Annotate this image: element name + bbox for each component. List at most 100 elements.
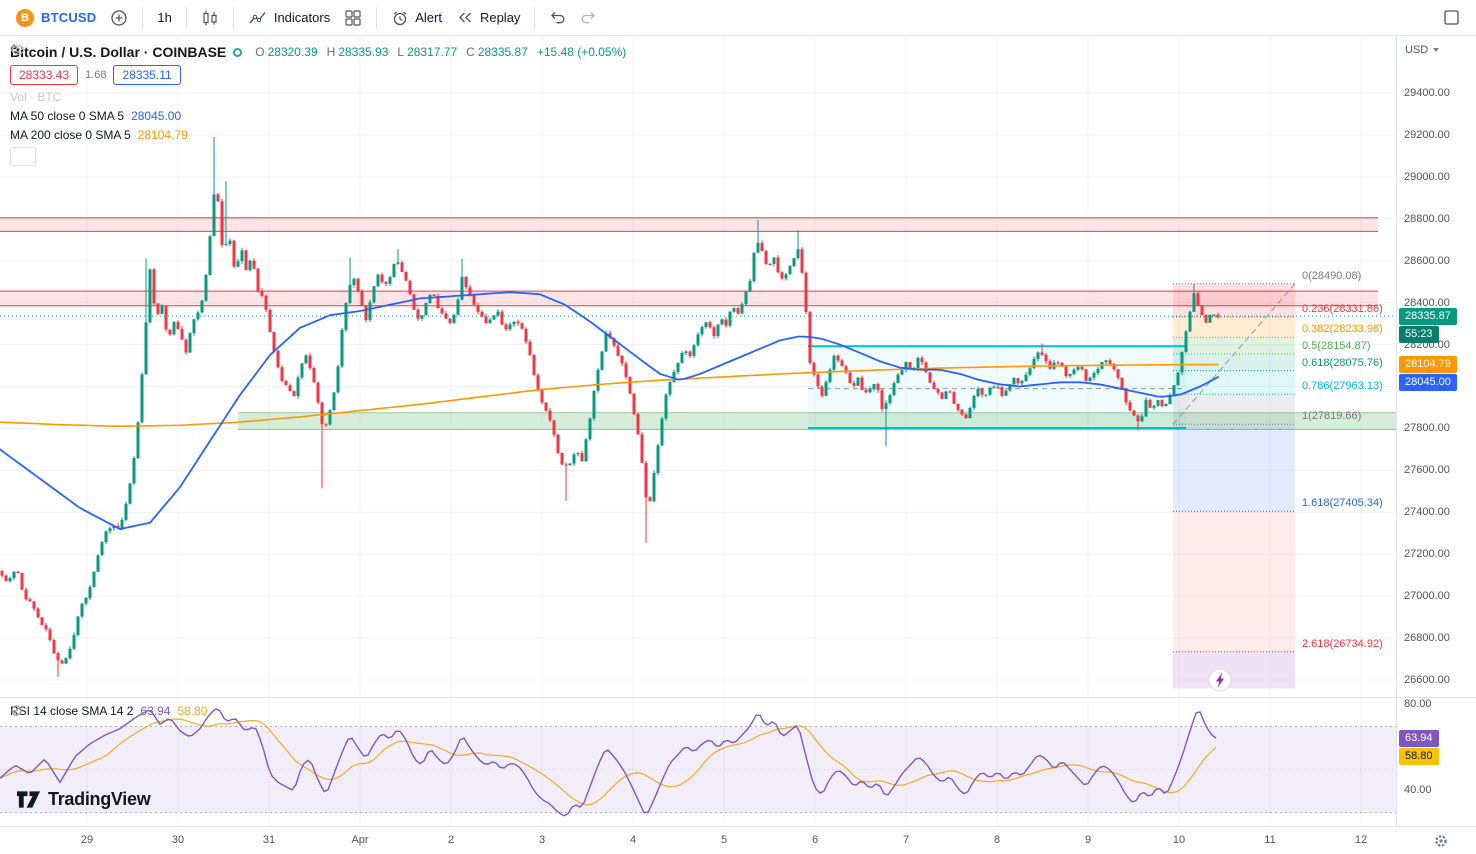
time-axis-label: 6 bbox=[811, 834, 819, 846]
market-status-dot bbox=[233, 47, 243, 57]
countdown-tag: 55:23 bbox=[1399, 325, 1439, 343]
undo-icon[interactable] bbox=[543, 6, 572, 29]
ma50-value-tag: 28045.00 bbox=[1399, 374, 1457, 391]
price-axis-label: 28400.00 bbox=[1404, 296, 1450, 309]
price-chart-svg bbox=[0, 36, 1396, 697]
chart-type-candles-icon[interactable] bbox=[195, 5, 225, 31]
replay-button[interactable]: Replay bbox=[450, 5, 526, 30]
rsi-lines bbox=[0, 707, 1217, 817]
tradingview-logo[interactable]: TradingView bbox=[16, 788, 151, 811]
alert-button[interactable]: Alert bbox=[385, 5, 448, 31]
interval-button[interactable]: 1h bbox=[151, 6, 177, 29]
rsi-chart-svg bbox=[0, 698, 1396, 826]
time-axis-label: 9 bbox=[1084, 834, 1092, 846]
time-axis-label: 29 bbox=[80, 834, 94, 846]
replay-icon bbox=[458, 12, 471, 23]
legend-collapse-button[interactable] bbox=[10, 44, 36, 166]
toolbar-separator bbox=[142, 6, 144, 29]
resistance-zone-upper bbox=[0, 217, 1378, 232]
candlestick-series bbox=[0, 137, 1220, 677]
price-axis-label: 26600.00 bbox=[1404, 674, 1450, 686]
rsi-value-tag: 63.94 bbox=[1399, 730, 1439, 747]
ma50-indicator-row[interactable]: MA 50 close 0 SMA 5 28045.00 bbox=[10, 109, 182, 123]
chevron-down-icon bbox=[1433, 48, 1440, 52]
buy-price-button[interactable]: 28335.11 bbox=[113, 65, 181, 85]
symbol-name: BTCUSD bbox=[41, 10, 97, 25]
ma200-value-tag: 28104.79 bbox=[1399, 356, 1457, 373]
price-axis-label: 27000.00 bbox=[1404, 590, 1450, 603]
fib-retracement[interactable] bbox=[1172, 283, 1296, 689]
price-axis-label: 27600.00 bbox=[1404, 464, 1450, 477]
lightning-bolt-icon[interactable] bbox=[1208, 668, 1232, 692]
time-axis-label: Apr bbox=[351, 834, 369, 846]
rsi-axis-label: 80.00 bbox=[1404, 698, 1432, 710]
gear-icon[interactable] bbox=[1434, 834, 1448, 853]
sell-price-button[interactable]: 28333.43 bbox=[10, 65, 79, 85]
toolbar-separator bbox=[534, 6, 536, 29]
volume-indicator-row[interactable]: Vol · BTC bbox=[10, 44, 626, 104]
fib-trend-line bbox=[1172, 283, 1296, 425]
last-price-tag: 28335.87 bbox=[1399, 307, 1457, 325]
chevron-up-icon bbox=[10, 44, 18, 49]
time-axis-label: 11 bbox=[1264, 834, 1276, 846]
time-axis-label: 4 bbox=[629, 834, 637, 846]
price-axis[interactable]: USD 29400.00 29200.00 29000.00 28800.00 2860… bbox=[1396, 36, 1476, 826]
resistance-zone-lower bbox=[0, 291, 1378, 306]
price-axis-label: 29000.00 bbox=[1404, 170, 1450, 183]
compare-add-icon[interactable] bbox=[104, 5, 134, 31]
toolbar-separator bbox=[376, 6, 378, 29]
rsi-legend[interactable]: RSI 14 close SMA 14 2 63.94 58.80 bbox=[10, 704, 208, 718]
top-toolbar: B BTCUSD 1h Indicators Alert Replay bbox=[0, 0, 1476, 36]
tradingview-logo-text: TradingView bbox=[48, 789, 151, 809]
price-change: +15.48 (+0.05%) bbox=[536, 45, 627, 59]
time-axis-label: 5 bbox=[720, 834, 728, 846]
window-layout-icon[interactable] bbox=[1437, 5, 1466, 30]
price-axis-label: 28800.00 bbox=[1404, 212, 1450, 225]
symbol-search-button[interactable]: B BTCUSD bbox=[10, 6, 102, 30]
indicator-templates-icon[interactable] bbox=[338, 5, 368, 31]
price-axis-label: 29400.00 bbox=[1404, 87, 1450, 99]
rsi-axis-label: 40.00 bbox=[1404, 784, 1432, 796]
indicators-icon bbox=[249, 11, 266, 23]
alert-label: Alert bbox=[415, 10, 442, 25]
time-axis-label: 30 bbox=[171, 834, 185, 846]
alarm-clock-icon bbox=[393, 11, 407, 25]
time-axis-label: 8 bbox=[993, 834, 1001, 846]
time-axis-label: 2 bbox=[447, 834, 455, 846]
ma50-line bbox=[0, 291, 1219, 531]
replay-label: Replay bbox=[479, 10, 521, 25]
time-axis-label: 7 bbox=[902, 834, 910, 846]
rsi-pane[interactable]: RSI 14 close SMA 14 2 63.94 58.80 bbox=[0, 697, 1396, 826]
chart-legend: Bitcoin / U.S. Dollar · COINBASE O 28320.… bbox=[10, 44, 626, 166]
ma200-line bbox=[0, 363, 1219, 428]
time-axis-label: 31 bbox=[262, 834, 276, 846]
price-axis-label: 27800.00 bbox=[1404, 422, 1450, 435]
price-axis-label: 28600.00 bbox=[1404, 254, 1450, 267]
time-axis-label: 10 bbox=[1172, 834, 1186, 846]
indicators-label: Indicators bbox=[273, 10, 331, 25]
indicators-button[interactable]: Indicators bbox=[242, 5, 336, 31]
redo-icon[interactable] bbox=[574, 6, 603, 29]
time-axis-label: 3 bbox=[538, 834, 546, 846]
time-axis[interactable]: 29 30 31 Apr 2 3 4 5 6 7 8 9 10 11 12 bbox=[0, 826, 1476, 854]
toolbar-separator bbox=[185, 6, 187, 29]
price-axis-label: 26800.00 bbox=[1404, 632, 1450, 645]
price-axis-label: 27200.00 bbox=[1404, 548, 1450, 561]
ohlc-values: O 28320.39 H 28335.93 L 28317.77 C 28335.87 … bbox=[255, 45, 627, 59]
ma200-indicator-row[interactable]: MA 200 close 0 SMA 5 28104.79 bbox=[10, 128, 188, 142]
price-axis-label: 27400.00 bbox=[1404, 506, 1450, 519]
support-zone bbox=[238, 412, 1396, 430]
tradingview-logo-icon bbox=[16, 791, 41, 808]
currency-dropdown[interactable]: USD bbox=[1405, 44, 1440, 56]
rsi-line bbox=[0, 707, 1217, 817]
price-pane[interactable]: Bitcoin / U.S. Dollar · COINBASE O 28320.… bbox=[0, 36, 1396, 697]
bitcoin-logo-icon: B bbox=[16, 8, 34, 27]
price-axis-label: 29200.00 bbox=[1404, 128, 1450, 141]
rsi-sma-value-tag: 58.80 bbox=[1399, 748, 1439, 765]
time-axis-label: 12 bbox=[1354, 834, 1368, 846]
spread-value: 1.68 bbox=[85, 69, 107, 81]
toolbar-separator bbox=[232, 6, 234, 29]
currency-label: USD bbox=[1405, 44, 1429, 56]
symbol-title[interactable]: Bitcoin / U.S. Dollar · COINBASE bbox=[10, 44, 227, 60]
